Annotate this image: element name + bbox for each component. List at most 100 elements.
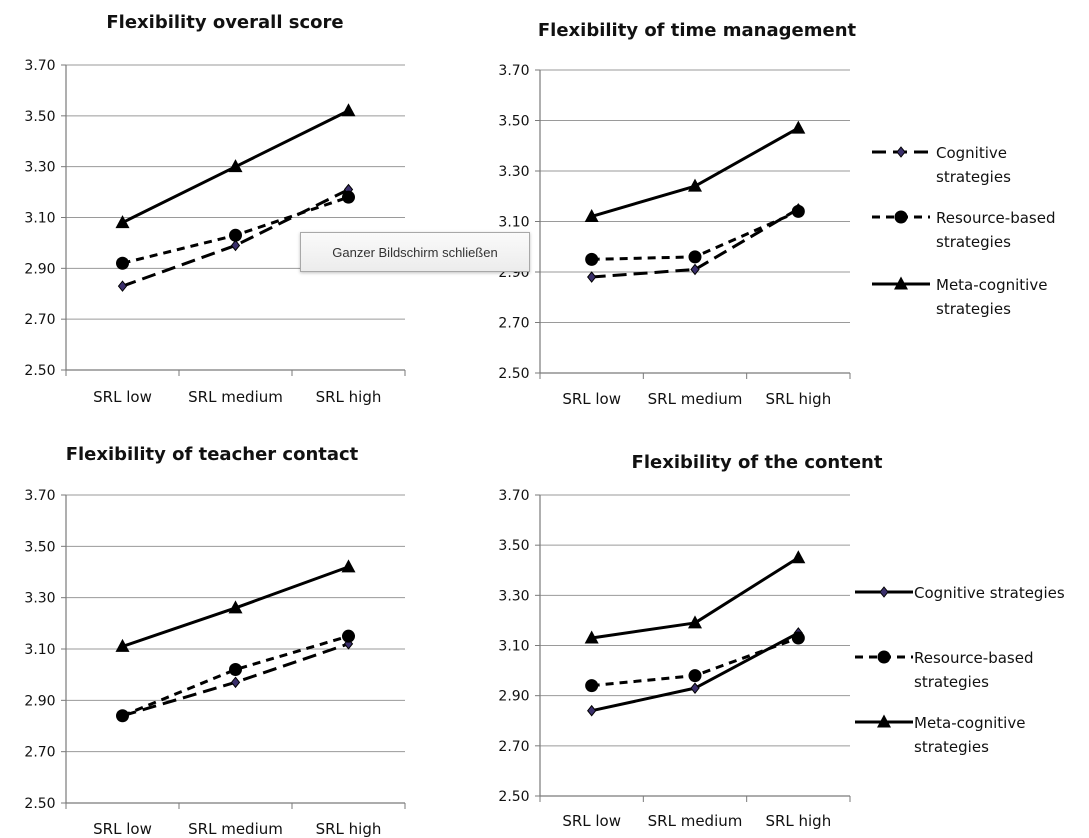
data-point-diamond (230, 676, 241, 689)
y-tick-label: 3.70 (498, 488, 529, 504)
y-tick-label: 2.50 (24, 796, 55, 812)
data-point-circle (585, 252, 599, 266)
legend-label: Resource-based (914, 649, 1033, 667)
x-tick-label: SRL medium (648, 390, 743, 408)
data-point-diamond (117, 280, 128, 292)
y-tick-label: 3.30 (498, 164, 529, 180)
y-tick-label: 3.50 (498, 114, 529, 130)
legend-label: Cognitive strategies (914, 584, 1065, 602)
y-tick-label: 2.90 (24, 261, 55, 277)
x-tick-label: SRL medium (188, 388, 283, 406)
data-point-triangle (228, 600, 243, 614)
x-tick-label: SRL medium (188, 820, 283, 838)
chart-title: Flexibility of time management (538, 20, 857, 41)
data-point-circle (116, 709, 129, 723)
y-tick-label: 3.50 (24, 539, 55, 555)
data-point-circle (791, 631, 805, 645)
x-tick-label: SRL low (562, 812, 621, 830)
series-circle (585, 204, 805, 266)
chart-title: Flexibility of teacher contact (66, 444, 359, 465)
x-tick-label: SRL low (562, 390, 621, 408)
data-point-triangle (688, 615, 702, 629)
series-line (591, 207, 800, 279)
y-tick-label: 3.10 (498, 215, 529, 231)
y-tick-label: 3.50 (24, 109, 55, 125)
data-point-triangle (115, 638, 130, 652)
series-line (591, 126, 800, 218)
data-point-circle (229, 663, 242, 677)
data-point-triangle (688, 178, 702, 192)
chart-panel-2: Flexibility of time management2.502.702.… (498, 20, 1055, 408)
y-tick-label: 2.70 (24, 745, 55, 761)
y-tick-label: 3.30 (498, 588, 529, 604)
data-point-circle (116, 256, 129, 270)
data-point-circle (688, 669, 702, 683)
series-circle (585, 631, 805, 693)
chart-panel-4: Flexibility of the content 2.50 2.70 2.90 3.… (498, 452, 1064, 830)
legend-label: strategies (936, 300, 1011, 318)
data-point-diamond (690, 263, 700, 276)
y-tick-label: 3.10 (498, 639, 529, 655)
y-tick-label: 3.30 (24, 591, 55, 607)
y-tick-label: 2.50 (24, 363, 55, 379)
legend-label: Resource-based (936, 209, 1055, 227)
y-tick-label: 3.10 (24, 211, 55, 227)
data-point-circle (688, 250, 702, 264)
x-tick-label: SRL low (93, 820, 152, 838)
series-diamond (117, 638, 354, 722)
y-tick-label: 2.70 (498, 739, 529, 755)
legend-label: Meta-cognitive (936, 276, 1047, 294)
data-point-diamond (230, 239, 241, 252)
legend-marker-circle (894, 210, 908, 224)
legend-label: Cognitive (936, 144, 1007, 162)
series-circle (116, 190, 355, 270)
y-tick-label: 3.10 (24, 642, 55, 658)
data-point-diamond (587, 704, 597, 717)
legend-marker-diamond (896, 146, 906, 158)
y-tick-label: 3.70 (498, 63, 529, 79)
series-triangle (115, 559, 356, 652)
y-tick-label: 3.30 (24, 160, 55, 176)
series-triangle (115, 103, 356, 229)
data-point-circle (585, 679, 599, 693)
chart-title: Flexibility of the content (632, 452, 883, 473)
x-tick-label: SRL low (93, 388, 152, 406)
data-point-triangle (341, 103, 356, 117)
data-point-triangle (228, 159, 243, 173)
data-point-triangle (341, 559, 356, 573)
series-circle (116, 629, 355, 723)
data-point-triangle (584, 630, 599, 644)
y-tick-label: 2.90 (24, 693, 55, 709)
data-point-circle (342, 190, 355, 204)
legend: Cognitive strategies Resource-based strateg… (872, 144, 1055, 318)
legend-marker-circle (877, 650, 891, 664)
x-tick-label: SRL high (765, 390, 831, 408)
series-triangle (584, 120, 806, 222)
data-point-triangle (115, 215, 130, 229)
data-point-triangle (791, 550, 806, 564)
y-tick-label: 2.70 (498, 316, 529, 332)
series-diamond (587, 203, 803, 283)
series-triangle (584, 550, 806, 644)
y-tick-label: 3.70 (24, 488, 55, 504)
data-point-diamond (690, 682, 700, 694)
data-point-diamond (587, 271, 597, 283)
data-point-circle (229, 228, 242, 242)
y-tick-label: 2.50 (498, 789, 529, 805)
data-point-triangle (584, 208, 599, 222)
legend-label: strategies (936, 168, 1011, 186)
y-tick-label: 3.70 (24, 58, 55, 74)
y-tick-label: 2.70 (24, 312, 55, 328)
legend-label: strategies (936, 233, 1011, 251)
legend-label: strategies (914, 738, 989, 756)
data-point-circle (342, 629, 355, 643)
x-tick-label: SRL high (316, 388, 382, 406)
chart-panel-1: Flexibility overall score 2.50 2.70 2.90 3.1… (24, 12, 406, 406)
data-point-triangle (791, 120, 806, 134)
chart-panel-3: Flexibility of teacher contact 2.50 2.70 2.… (24, 444, 406, 838)
legend-label: strategies (914, 673, 989, 691)
legend-marker-triangle (877, 714, 891, 728)
data-point-circle (791, 204, 805, 218)
x-tick-label: SRL high (765, 812, 831, 830)
